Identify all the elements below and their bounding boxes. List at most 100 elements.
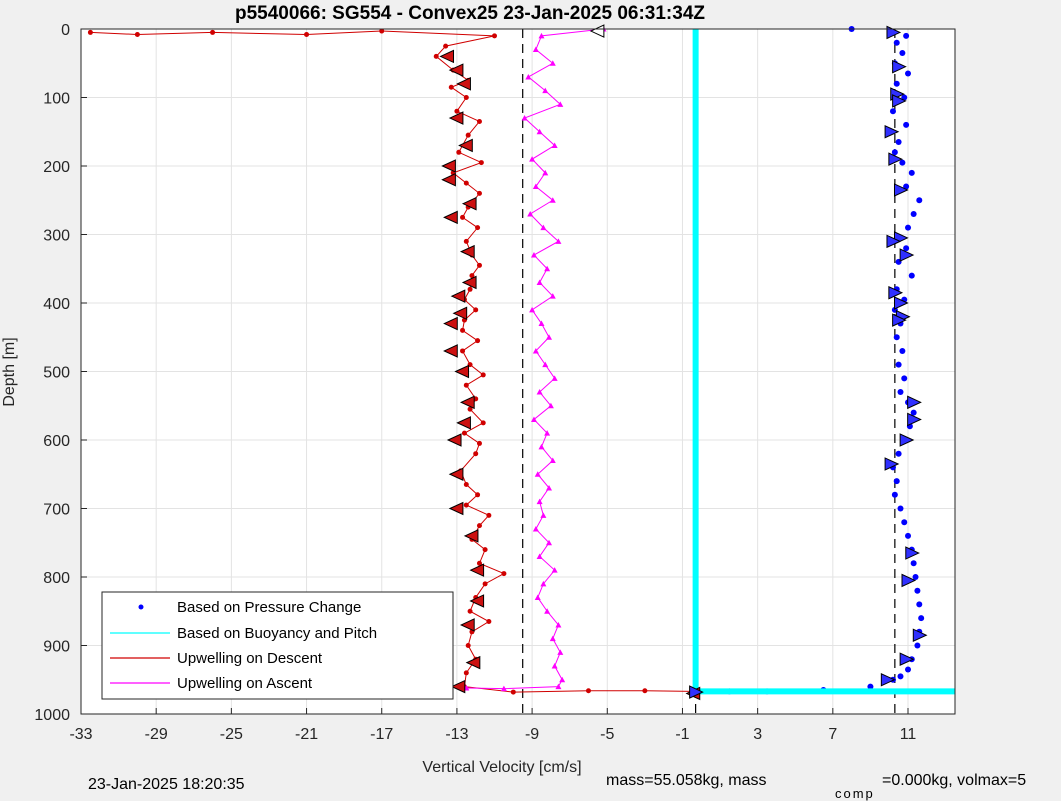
pressure-triangle-marker xyxy=(886,234,902,249)
pressure-triangle-marker xyxy=(907,395,922,410)
data-point xyxy=(475,492,481,498)
data-point xyxy=(555,238,562,244)
data-point xyxy=(557,649,564,655)
data-point xyxy=(585,688,591,694)
legend-box xyxy=(101,591,454,700)
descent-triangle-marker xyxy=(443,344,458,358)
data-point xyxy=(463,180,469,186)
descent-triangle-marker xyxy=(443,316,458,331)
data-point xyxy=(486,512,492,518)
y-tick-label: 400 xyxy=(43,296,70,313)
pressure-triangle-marker xyxy=(880,672,896,687)
data-point xyxy=(486,619,492,625)
descent-triangle-marker xyxy=(469,594,485,608)
data-point xyxy=(476,440,482,446)
data-point xyxy=(903,245,910,252)
data-point xyxy=(530,252,537,258)
y-tick-label: 900 xyxy=(43,639,70,656)
data-point xyxy=(510,689,516,695)
descent-triangle-marker xyxy=(441,172,456,187)
y-tick-label: 100 xyxy=(43,91,70,108)
pressure-triangle-marker xyxy=(912,628,928,643)
descent-triangle-marker xyxy=(439,49,455,64)
descent-triangle-marker xyxy=(459,395,475,410)
data-point xyxy=(500,685,507,692)
x-tick-labels: -33 -29 -25 -21 -17 -13 -9 -5 -1 3 7 11 xyxy=(69,726,916,743)
data-point xyxy=(482,581,488,587)
data-point xyxy=(476,523,482,529)
x-tick-label: -29 xyxy=(145,726,168,743)
data-point xyxy=(546,539,553,546)
y-axis-label: Depth [m] xyxy=(1,337,18,406)
data-point xyxy=(551,663,558,669)
data-point xyxy=(889,108,896,115)
data-point xyxy=(893,80,900,87)
data-point xyxy=(433,53,439,59)
data-point xyxy=(555,683,562,690)
data-point xyxy=(482,547,488,553)
data-point xyxy=(916,601,923,608)
data-point xyxy=(908,272,915,279)
axes-box xyxy=(80,28,956,715)
data-point xyxy=(891,149,898,156)
data-point xyxy=(903,32,910,39)
data-point xyxy=(551,375,558,381)
series-line xyxy=(466,28,604,690)
data-point xyxy=(549,197,556,203)
legend-label: Upwelling on Descent xyxy=(177,650,323,667)
data-point xyxy=(551,567,558,573)
data-point xyxy=(905,70,912,77)
y-tick-label: 500 xyxy=(43,365,70,382)
data-point xyxy=(540,224,547,231)
data-point xyxy=(897,505,904,512)
x-axis-label: Vertical Velocity [cm/s] xyxy=(422,759,581,776)
x-tick-label: -33 xyxy=(69,726,92,743)
data-point xyxy=(910,210,917,217)
data-point xyxy=(905,666,912,673)
pressure-triangle-marker xyxy=(689,685,704,699)
data-point xyxy=(465,132,471,138)
descent-triangle-marker xyxy=(446,433,462,447)
data-point xyxy=(448,84,454,90)
y-tick-label: 600 xyxy=(43,433,70,450)
x-tick-label: -21 xyxy=(295,726,318,743)
data-point xyxy=(544,608,551,614)
data-point xyxy=(463,95,469,100)
data-point xyxy=(379,28,385,34)
data-point xyxy=(916,197,923,204)
data-point xyxy=(304,31,310,37)
x-tick-label: -9 xyxy=(525,726,539,743)
series-upwelling-on-ascent xyxy=(463,26,607,692)
data-point xyxy=(469,273,475,279)
data-point xyxy=(532,526,539,532)
y-tick-labels: 0 100 200 300 400 500 600 700 800 900 1000 xyxy=(34,22,70,724)
data-point xyxy=(642,688,648,694)
descent-triangle-marker xyxy=(459,244,475,259)
data-point xyxy=(897,389,904,396)
data-point xyxy=(540,580,547,587)
data-point xyxy=(912,574,919,580)
descent-triangle-marker xyxy=(456,416,471,430)
data-point xyxy=(87,29,93,35)
data-point xyxy=(473,307,479,313)
data-point xyxy=(461,430,467,436)
data-point xyxy=(546,334,553,340)
pressure-triangle-marker xyxy=(892,59,907,74)
data-point xyxy=(529,306,536,313)
descent-triangle-marker xyxy=(463,529,479,543)
data-point xyxy=(460,348,466,354)
chart-title: p5540066: SG554 - Convex25 23-Jan-2025 0… xyxy=(235,3,705,24)
data-point xyxy=(893,334,900,341)
data-point xyxy=(467,608,473,614)
descent-triangle-marker xyxy=(448,111,464,125)
data-point xyxy=(893,39,900,46)
data-point xyxy=(210,29,216,35)
data-point xyxy=(476,118,482,124)
ascent-triangle-marker xyxy=(589,24,605,38)
x-tick-label: -25 xyxy=(220,726,243,743)
data-point xyxy=(538,32,545,39)
data-point xyxy=(918,615,925,622)
data-point xyxy=(467,406,473,412)
y-tick-label: 300 xyxy=(43,228,70,245)
data-point xyxy=(891,491,898,498)
